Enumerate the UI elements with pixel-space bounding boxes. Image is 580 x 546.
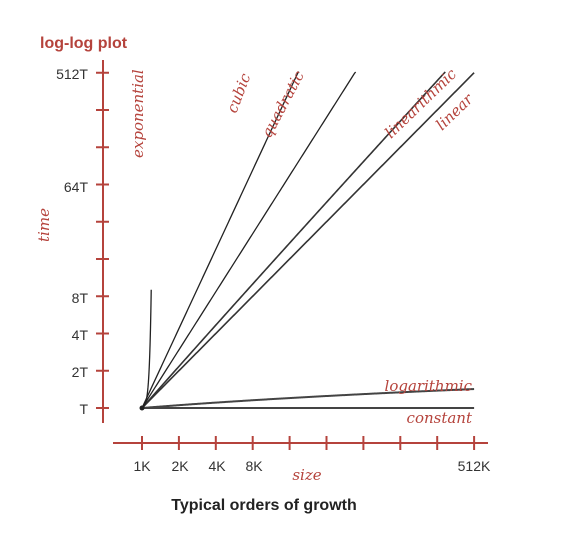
chart-title: log-log plot xyxy=(40,35,128,52)
y-ticks xyxy=(96,71,109,409)
x-axis-label: size xyxy=(292,466,321,484)
growth-curves xyxy=(139,71,475,411)
y-tick-label: 8T xyxy=(72,290,89,306)
y-axis-label: time xyxy=(35,208,53,242)
y-tick-label: 64T xyxy=(64,179,89,195)
x-tick-label: 8K xyxy=(245,458,263,474)
x-tick-label: 512K xyxy=(458,458,491,474)
x-tick-label: 1K xyxy=(133,458,151,474)
series-label-exponential: exponential xyxy=(129,69,147,158)
series-line-linear xyxy=(141,72,475,409)
chart-caption: Typical orders of growth xyxy=(171,497,357,514)
series-line-logarithmic xyxy=(141,388,475,409)
series-label-constant: constant xyxy=(407,409,473,427)
series-line-quadratic xyxy=(141,71,357,409)
series-label-cubic: cubic xyxy=(223,70,255,115)
x-tick-label: 4K xyxy=(208,458,226,474)
y-tick-label: 2T xyxy=(72,364,89,380)
y-tick-label: 4T xyxy=(72,327,89,343)
y-tick-label: 512T xyxy=(56,66,88,82)
series-line-cubic xyxy=(141,71,300,409)
series-line-linearithmic xyxy=(141,71,446,409)
series-label-logarithmic: logarithmic xyxy=(385,377,473,395)
series-label-quadratic: quadratic xyxy=(258,67,309,141)
origin-point xyxy=(139,405,145,411)
x-tick-label: 2K xyxy=(171,458,189,474)
series-label-linearithmic: linearithmic xyxy=(381,64,460,141)
x-ticks xyxy=(141,436,476,450)
y-tick-label: T xyxy=(79,401,88,417)
